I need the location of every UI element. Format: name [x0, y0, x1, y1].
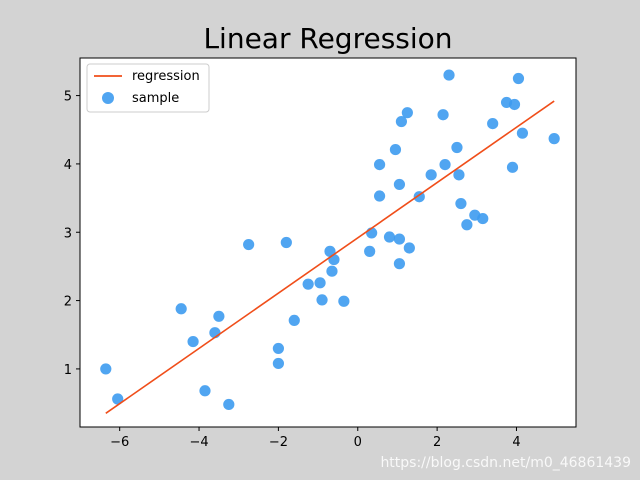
sample-point — [389, 143, 402, 156]
y-tick-label: 4 — [64, 158, 72, 173]
sample-point — [401, 107, 413, 119]
sample-point — [437, 109, 449, 121]
sample-point — [477, 212, 489, 225]
sample-point — [451, 141, 463, 154]
sample-point — [280, 236, 292, 249]
sample-point — [461, 219, 473, 231]
sample-point — [512, 72, 525, 85]
sample-point — [383, 231, 396, 243]
legend-sample-swatch — [102, 92, 114, 104]
sample-point — [393, 258, 406, 270]
sample-point — [314, 277, 326, 289]
sample-point — [338, 295, 350, 307]
sample-point — [112, 393, 124, 405]
watermark: https://blog.csdn.net/m0_46861439 — [380, 455, 631, 471]
sample-point — [199, 385, 211, 397]
legend-regression-label: regression — [132, 69, 200, 84]
y-tick-label: 1 — [64, 363, 72, 378]
sample-point — [487, 118, 499, 130]
sample-point — [243, 238, 255, 251]
x-tick-label: 4 — [512, 435, 520, 450]
sample-point — [516, 127, 529, 139]
sample-point — [373, 190, 386, 202]
sample-point — [373, 159, 386, 171]
x-tick-label: 2 — [433, 435, 441, 450]
x-axis: −6 −4 −2 0 2 4 — [110, 427, 521, 450]
plot-area — [79, 57, 577, 428]
y-tick-label: 3 — [64, 226, 72, 241]
y-tick-label: 2 — [64, 295, 72, 310]
sample-point — [326, 265, 338, 277]
x-tick-label: 0 — [354, 435, 362, 450]
sample-point — [443, 69, 455, 81]
legend: regression sample — [86, 63, 210, 113]
sample-point — [439, 159, 451, 171]
sample-point — [453, 169, 465, 181]
plot-marks — [100, 69, 560, 414]
x-tick-label: −2 — [269, 435, 288, 450]
y-tick-label: 5 — [64, 90, 72, 105]
chart-title: Linear Regression — [203, 22, 452, 55]
sample-point — [316, 294, 328, 306]
sample-point — [395, 115, 408, 128]
sample-point — [508, 98, 521, 111]
sample-point — [328, 253, 340, 266]
sample-point — [455, 197, 467, 210]
sample-point — [223, 398, 235, 411]
sample-point — [548, 133, 560, 145]
sample-point — [403, 242, 415, 254]
sample-point — [175, 303, 187, 315]
y-axis: 1 2 3 4 5 — [64, 90, 80, 378]
sample-point — [425, 169, 437, 181]
sample-point — [506, 161, 519, 173]
sample-point — [213, 310, 225, 322]
sample-point — [393, 233, 406, 245]
sample-point — [288, 314, 300, 326]
sample-point — [272, 342, 284, 355]
sample-point — [364, 245, 376, 257]
x-tick-label: −6 — [110, 435, 129, 450]
legend-sample-label: sample — [132, 91, 179, 106]
sample-point — [272, 357, 284, 370]
regression-line — [105, 100, 555, 414]
sample-point — [100, 363, 112, 375]
sample-point — [302, 278, 314, 290]
x-tick-label: −4 — [189, 435, 208, 450]
sample-point — [393, 178, 406, 191]
sample-point — [187, 335, 199, 348]
